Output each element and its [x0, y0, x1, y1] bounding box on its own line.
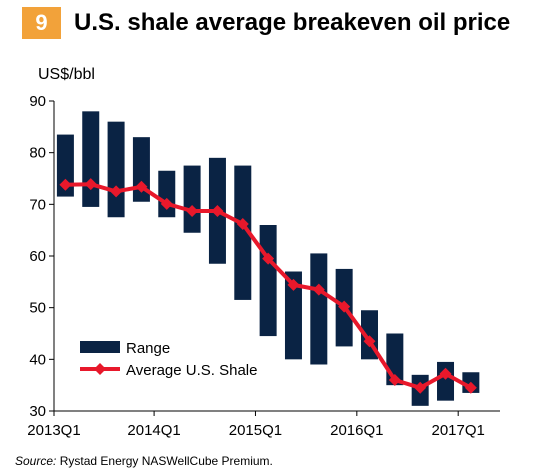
y-tick-label: 30 [29, 403, 46, 420]
average-point [363, 335, 376, 348]
y-tick-label: 50 [29, 300, 46, 317]
source-text: Rystad Energy NASWellCube Premium. [59, 454, 273, 468]
x-tick-label: 2015Q1 [229, 422, 282, 439]
range-bar [158, 170, 176, 218]
figure-number-badge: 9 [22, 7, 61, 39]
average-point [211, 205, 224, 218]
average-point [439, 367, 452, 380]
average-point [262, 252, 275, 265]
range-bar [56, 134, 74, 197]
y-tick-label: 80 [29, 145, 46, 162]
legend-average-label: Average U.S. Shale [126, 362, 257, 379]
legend-range-label: Range [126, 340, 170, 357]
average-line-group [59, 178, 477, 394]
chart-title: U.S. shale average breakeven oil price [74, 9, 511, 36]
average-point [135, 180, 148, 193]
x-tick-label: 2017Q1 [431, 422, 484, 439]
average-point [186, 205, 199, 218]
legend-range-swatch [80, 341, 120, 353]
y-axis-label: US$/bbl [38, 66, 95, 83]
y-tick-label: 70 [29, 196, 46, 213]
average-point [312, 283, 325, 296]
range-bar [259, 225, 277, 337]
average-point [59, 178, 72, 191]
y-tick-label: 60 [29, 248, 46, 265]
average-point [110, 185, 123, 198]
average-point [287, 278, 300, 291]
average-point [160, 197, 173, 210]
range-bar [234, 165, 252, 300]
legend-average-marker [94, 363, 106, 375]
source-note: Source: Rystad Energy NASWellCube Premiu… [15, 454, 273, 468]
average-point [464, 381, 477, 394]
range-bar [82, 111, 100, 207]
range-bar [437, 361, 455, 401]
average-point [388, 374, 401, 386]
average-point [338, 300, 351, 313]
range-bar [107, 121, 125, 218]
x-tick-label: 2014Q1 [127, 422, 180, 439]
x-tick-label: 2016Q1 [330, 422, 383, 439]
axes: 30 40 50 60 70 80 90 2013Q1 2014Q1 2015Q1 2016Q1 20… [27, 93, 500, 439]
range-bar [284, 271, 302, 360]
range-bar [183, 165, 201, 233]
y-tick-label: 90 [29, 93, 46, 110]
y-tick-label: 40 [29, 351, 46, 368]
average-point [84, 178, 97, 191]
legend: Range Average U.S. Shale [80, 340, 257, 379]
source-prefix: Source: [15, 454, 57, 468]
range-bar [310, 253, 328, 365]
average-point [236, 217, 249, 230]
average-point [414, 381, 427, 394]
chart-header: 9 U.S. shale average breakeven oil price [0, 0, 540, 46]
x-tick-label: 2013Q1 [27, 422, 80, 439]
